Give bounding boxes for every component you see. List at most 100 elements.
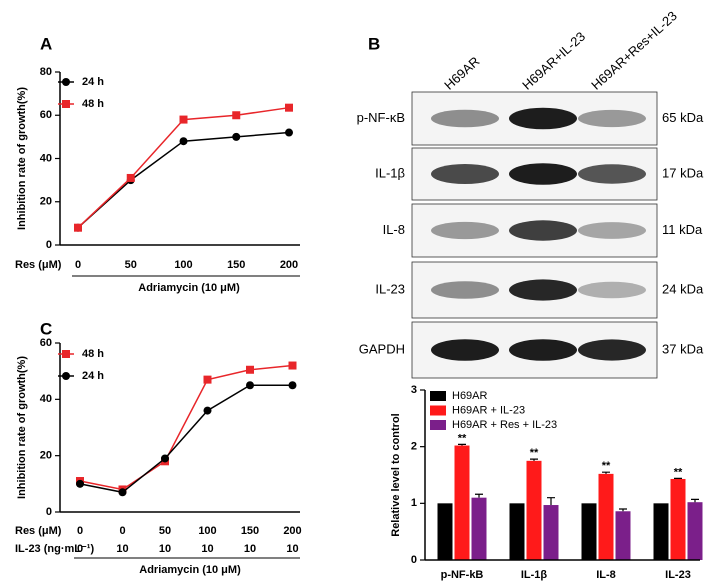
band: [578, 109, 646, 128]
point: [288, 381, 297, 390]
annotation: **: [530, 447, 539, 459]
x-tick-label: 150: [227, 259, 245, 271]
y-tick-label: 0: [46, 506, 52, 518]
legend-swatch: [430, 391, 446, 401]
column-label: H69AR+Res+IL-23: [588, 8, 680, 93]
x-tick-label: 50: [125, 259, 137, 271]
y-tick-label: 0: [411, 554, 417, 566]
bar: [615, 511, 631, 560]
band: [578, 281, 646, 299]
bar: [471, 497, 487, 560]
x-row-value: 10: [201, 543, 213, 555]
legend-marker: [62, 100, 70, 108]
point: [74, 223, 82, 232]
line: [77, 106, 290, 229]
point: [246, 365, 254, 374]
x-tick-label: IL-8: [596, 569, 616, 581]
error-bar: [691, 498, 699, 503]
row-label: GAPDH: [359, 341, 405, 356]
legend-swatch: [430, 420, 446, 430]
y-tick-label: 60: [40, 337, 52, 349]
y-tick-label: 0: [46, 239, 52, 251]
point: [288, 361, 297, 370]
row-label: p-NF-κB: [357, 110, 405, 125]
bar: [526, 460, 542, 560]
legend-label: 48 h: [82, 348, 104, 360]
bar: [437, 503, 453, 560]
x-tick-label: 200: [280, 259, 298, 271]
bar: [687, 502, 703, 560]
x-row-label: IL-23 (ng·mL⁻¹): [15, 543, 94, 555]
bar: [581, 503, 597, 560]
panel-label: B: [368, 34, 380, 53]
bar: [543, 505, 559, 560]
line: [79, 384, 293, 494]
legend-swatch: [430, 405, 446, 416]
point: [179, 115, 188, 124]
legend-label: 48 h: [82, 98, 104, 110]
legend-label: H69AR: [452, 390, 488, 402]
error-bar: [458, 443, 466, 446]
band: [578, 339, 646, 361]
bar: [454, 445, 470, 560]
group-label: Adriamycin (10 μM): [139, 564, 241, 576]
point: [246, 381, 254, 390]
point: [179, 137, 188, 146]
band: [431, 109, 499, 128]
bar: [509, 503, 525, 560]
x-tick-label: 0: [77, 525, 83, 537]
x-row-value: 0: [77, 543, 83, 555]
legend-label: H69AR + IL-23: [452, 404, 525, 416]
band: [578, 164, 646, 184]
error-bar: [619, 508, 627, 512]
legend-marker: [62, 372, 70, 380]
band: [431, 339, 499, 361]
x-tick-label: 150: [241, 525, 259, 537]
group-label: Adriamycin (10 μM): [138, 282, 240, 294]
error-bar: [475, 493, 483, 498]
y-tick-label: 80: [40, 66, 52, 78]
size-label: 24 kDa: [662, 281, 704, 296]
line: [77, 131, 290, 229]
x-row-label: Res (μM): [15, 525, 62, 537]
y-tick-label: 40: [40, 393, 52, 405]
y-axis-label: Relative level to control: [390, 413, 402, 536]
point: [126, 173, 135, 182]
x-tick-label: 0: [119, 525, 125, 537]
bar: [598, 473, 614, 560]
point: [203, 406, 212, 415]
x-tick-label: IL-23: [665, 569, 691, 581]
annotation: **: [458, 432, 467, 444]
band: [431, 164, 499, 184]
error-bar: [602, 471, 610, 474]
band: [431, 281, 499, 299]
point: [161, 454, 169, 463]
band: [509, 107, 577, 130]
annotation: **: [674, 466, 683, 478]
y-tick-label: 20: [40, 196, 52, 208]
x-row-label: Res (μM): [15, 259, 62, 271]
x-tick-label: 200: [283, 525, 301, 537]
row-label: IL-23: [375, 281, 405, 296]
x-tick-label: p-NF-kB: [441, 569, 484, 581]
annotation: **: [602, 460, 611, 472]
panel-label: C: [40, 319, 52, 338]
x-row-value: 10: [116, 543, 128, 555]
error-bar: [530, 458, 538, 461]
column-label: H69AR+IL-23: [519, 29, 588, 93]
legend-label: 24 h: [82, 76, 104, 88]
legend-marker: [62, 350, 70, 358]
band: [509, 339, 577, 361]
point: [285, 128, 293, 137]
y-tick-label: 60: [40, 109, 52, 121]
bar: [670, 478, 686, 560]
point: [76, 479, 84, 488]
x-row-value: 10: [286, 543, 298, 555]
y-tick-label: 3: [411, 384, 417, 396]
row-label: IL-1β: [375, 165, 405, 180]
band: [509, 163, 577, 185]
error-bar: [674, 477, 682, 479]
panel-label: A: [40, 34, 52, 53]
column-label: H69AR: [441, 54, 482, 93]
